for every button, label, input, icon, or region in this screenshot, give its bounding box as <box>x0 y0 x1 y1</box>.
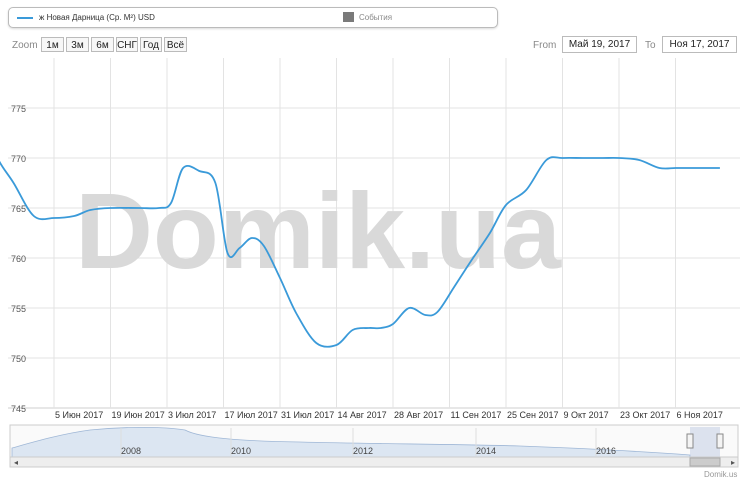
zoom-label: Zoom <box>12 40 38 51</box>
navigator-year-label: 2016 <box>596 446 616 456</box>
range-to-input[interactable]: Ноя 17, 2017 <box>662 36 737 53</box>
y-tick-label: 770 <box>11 154 26 164</box>
credit-text: Domik.us <box>704 470 737 479</box>
legend-series-label[interactable]: ж Новая Дарница (Ср. М²) USD <box>39 13 155 22</box>
events-checkbox[interactable] <box>343 12 354 22</box>
zoom-all-button[interactable]: Всё <box>164 37 187 52</box>
scroll-left-arrow: ◂ <box>14 458 18 467</box>
x-tick-label: 3 Июл 2017 <box>168 410 216 420</box>
watermark-text: Domik.ua <box>75 170 562 291</box>
range-to-label: To <box>645 40 656 51</box>
chart-legend: ж Новая Дарница (Ср. М²) USD События <box>8 7 498 28</box>
x-tick-label: 6 Ноя 2017 <box>677 410 723 420</box>
navigator-year-label: 2008 <box>121 446 141 456</box>
y-tick-label: 755 <box>11 304 26 314</box>
navigator-year-label: 2014 <box>476 446 496 456</box>
navigator-left-handle <box>686 433 694 449</box>
zoom-1y-button[interactable]: Год <box>140 37 162 52</box>
x-tick-label: 28 Авг 2017 <box>394 410 443 420</box>
y-tick-label: 765 <box>11 204 26 214</box>
zoom-6m-button[interactable]: 6м <box>91 37 114 52</box>
series-line <box>0 156 720 348</box>
zoom-3m-button[interactable]: 3м <box>66 37 89 52</box>
legend-events-label[interactable]: События <box>359 13 393 22</box>
x-tick-label: 23 Окт 2017 <box>620 410 670 420</box>
x-tick-label: 14 Авг 2017 <box>338 410 387 420</box>
navigator-scrollbar-thumb <box>689 457 721 467</box>
zoom-1m-button[interactable]: 1м <box>41 37 64 52</box>
zoom-ytd-button[interactable]: СНГ <box>116 37 138 52</box>
x-tick-label: 31 Июл 2017 <box>281 410 334 420</box>
scroll-right-arrow: ▸ <box>731 458 735 467</box>
x-tick-label: 17 Июл 2017 <box>225 410 278 420</box>
navigator-year-label: 2010 <box>231 446 251 456</box>
x-tick-label: 25 Сен 2017 <box>507 410 559 420</box>
x-tick-label: 19 Июн 2017 <box>112 410 165 420</box>
y-tick-label: 760 <box>11 254 26 264</box>
x-tick-label: 11 Сен 2017 <box>451 410 502 420</box>
y-tick-label: 745 <box>11 404 26 414</box>
range-from-label: From <box>533 40 557 51</box>
navigator-right-handle <box>716 433 724 449</box>
x-tick-label: 5 Июн 2017 <box>55 410 103 420</box>
range-from-input[interactable]: Май 19, 2017 <box>562 36 637 53</box>
navigator-scrollbar <box>9 456 739 468</box>
y-tick-label: 750 <box>11 354 26 364</box>
x-tick-label: 9 Окт 2017 <box>564 410 609 420</box>
navigator-area <box>11 426 691 467</box>
navigator-year-label: 2012 <box>353 446 373 456</box>
series-line-swatch <box>17 17 33 19</box>
y-tick-label: 775 <box>11 104 26 114</box>
